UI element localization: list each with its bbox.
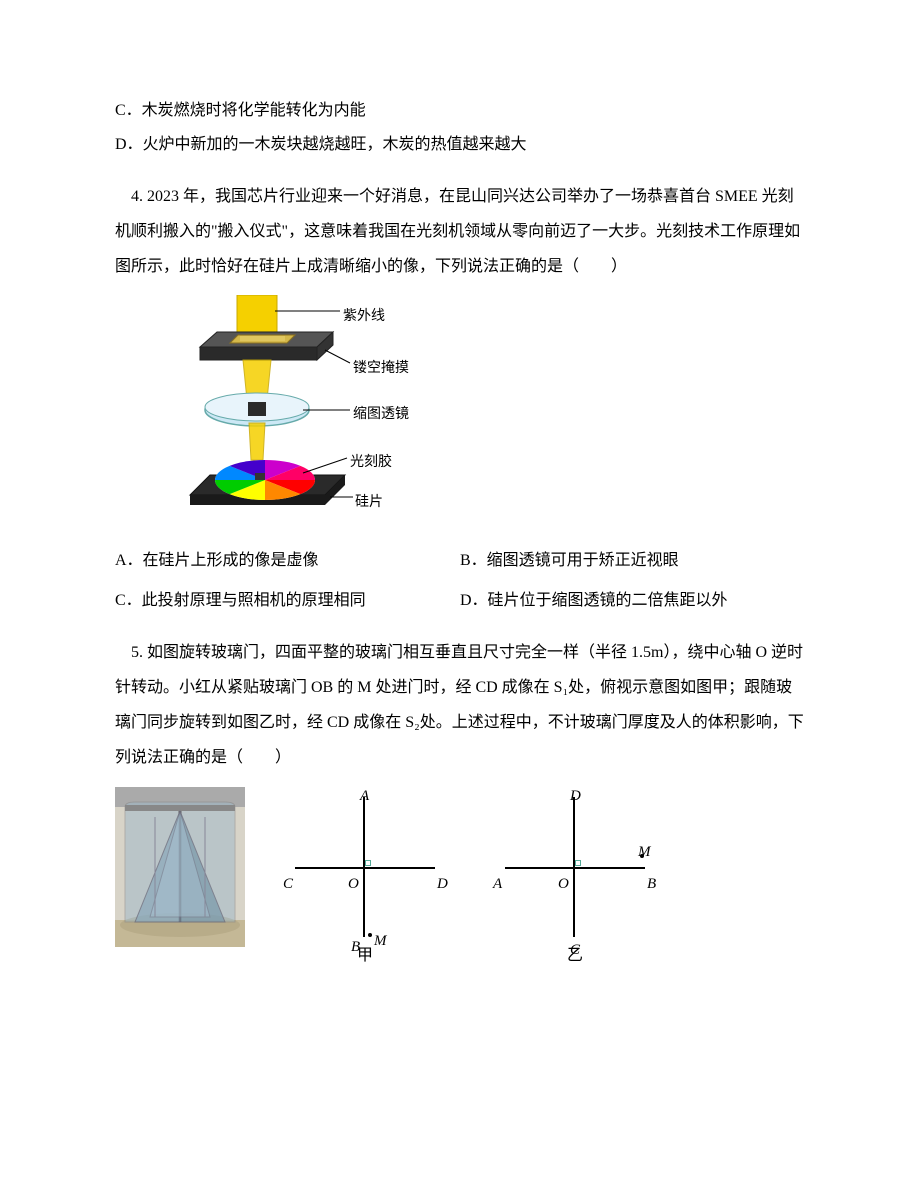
label-resist: 光刻胶: [350, 449, 392, 477]
yi-B: B: [647, 869, 656, 899]
label-wafer: 硅片: [355, 489, 383, 517]
diagram-yi: D C A B O M 乙: [485, 787, 665, 967]
caption-jia: 甲: [357, 940, 373, 972]
revolving-door-photo: [115, 787, 245, 947]
q3-option-d: D．火炉中新加的一木炭块越烧越旺，木炭的热值越来越大: [115, 129, 805, 161]
caption-yi: 乙: [567, 940, 583, 972]
yi-O: O: [558, 869, 569, 899]
q3-option-c: C．木炭燃烧时将化学能转化为内能: [115, 95, 805, 127]
yi-M: M: [638, 837, 651, 867]
q4-stem: 4. 2023 年，我国芯片行业迎来一个好消息，在昆山同兴达公司举办了一场恭喜首…: [115, 179, 805, 285]
jia-O: O: [348, 869, 359, 899]
label-lens: 缩图透镜: [353, 401, 409, 429]
q4-options-row2: C．此投射原理与照相机的原理相同 D．硅片位于缩图透镜的二倍焦距以外: [115, 585, 805, 617]
yi-D: D: [570, 781, 581, 811]
yi-A: A: [493, 869, 502, 899]
q4-option-a: A．在硅片上形成的像是虚像: [115, 545, 460, 577]
jia-D: D: [437, 869, 448, 899]
q5-stem: 5. 如图旋转玻璃门，四面平整的玻璃门相互垂直且尺寸完全一样（半径 1.5m），…: [115, 635, 805, 776]
jia-A: A: [360, 781, 369, 811]
jia-M: M: [374, 926, 387, 956]
label-uv: 紫外线: [343, 303, 385, 331]
q4-options-row1: A．在硅片上形成的像是虚像 B．缩图透镜可用于矫正近视眼: [115, 545, 805, 577]
q4-option-d: D．硅片位于缩图透镜的二倍焦距以外: [460, 585, 805, 617]
jia-C: C: [283, 869, 293, 899]
diagram-jia: A B C D O M 甲: [275, 787, 455, 967]
label-mask: 镂空掩摸: [353, 355, 409, 383]
lithography-diagram: 紫外线 镂空掩摸 缩图透镜 光刻胶 硅片: [175, 295, 455, 535]
q4-option-c: C．此投射原理与照相机的原理相同: [115, 585, 460, 617]
q4-option-b: B．缩图透镜可用于矫正近视眼: [460, 545, 805, 577]
q5-figures: A B C D O M 甲 D C A B O M 乙: [115, 787, 805, 967]
